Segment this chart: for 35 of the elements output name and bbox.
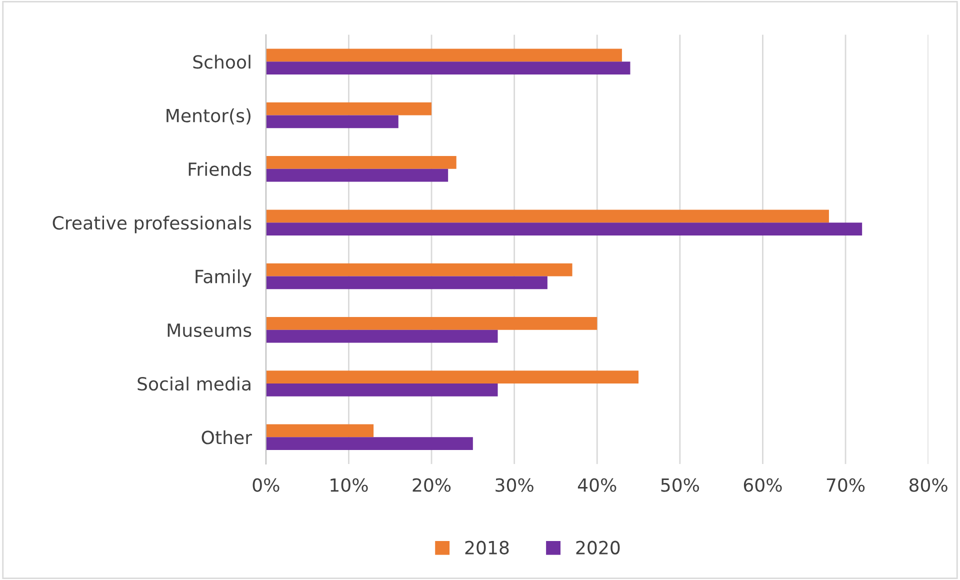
bar — [266, 424, 374, 438]
bar — [266, 276, 548, 290]
bar — [266, 437, 473, 450]
x-tick-label: 70% — [826, 478, 865, 492]
x-tick-label: 60% — [744, 478, 782, 492]
bar — [266, 222, 862, 236]
y-tick-label: Family — [196, 269, 252, 287]
bar — [266, 168, 448, 182]
bar — [266, 370, 639, 384]
bar — [266, 317, 598, 330]
x-tick-label: 80% — [909, 478, 948, 492]
bar — [266, 210, 829, 223]
y-tick-label: Friends — [188, 162, 252, 176]
x-tick-label: 20% — [412, 478, 451, 492]
x-tick-label: 30% — [496, 478, 534, 492]
bar — [266, 330, 498, 343]
bar — [266, 263, 572, 276]
y-tick-label: Museums — [168, 324, 252, 337]
bar — [266, 48, 622, 62]
x-tick-label: 10% — [330, 478, 368, 492]
y-tick-label: Other — [202, 430, 252, 444]
bar — [266, 62, 630, 74]
y-tick-label: Social media — [138, 376, 250, 391]
legend-label: 2020 — [576, 540, 620, 554]
bar — [266, 384, 498, 396]
x-tick-label: 40% — [578, 478, 616, 492]
bar — [266, 102, 432, 116]
bar — [266, 115, 398, 128]
bar — [266, 156, 456, 169]
x-tick-label: 50% — [661, 478, 699, 492]
legend-label: 2018 — [465, 540, 509, 554]
y-tick-label: School — [193, 54, 250, 69]
y-tick-label: Mentor(s) — [166, 108, 250, 125]
y-tick-label: Creative professionals — [52, 216, 252, 234]
x-tick-label: 0% — [252, 478, 280, 492]
